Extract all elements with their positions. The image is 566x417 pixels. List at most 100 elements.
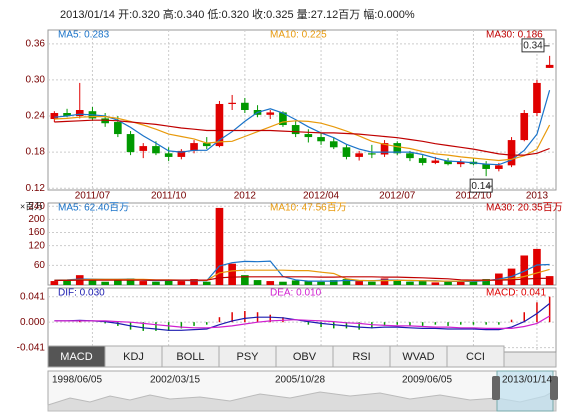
tab-label[interactable]: MACD [60, 351, 92, 363]
candle-body [507, 140, 516, 166]
y-tick-label: 0.30 [26, 75, 46, 86]
y-tick-label: 200 [28, 214, 45, 225]
x-tick-label: 2012/07 [379, 191, 416, 202]
x-tick-label: 2012/10 [455, 191, 492, 202]
y-tick-label: 0.36 [26, 38, 46, 49]
legend-entry: DIF: 0.030 [58, 288, 105, 299]
candle-body [355, 153, 363, 157]
y-tick-label: 0.18 [26, 147, 46, 158]
ma-line [54, 276, 550, 281]
volume-bar [126, 278, 135, 285]
legend-entry: MA5: 62.40百万 [58, 202, 129, 214]
volume-bar [177, 281, 186, 285]
candle-body [241, 102, 249, 110]
navigator-handle-right[interactable] [550, 376, 558, 400]
navigator-label: 2002/03/15 [150, 375, 200, 386]
volume-bar [368, 281, 376, 285]
legend-entry: MA30: 0.186 [486, 30, 543, 41]
y-tick-label: -0.041 [17, 342, 46, 353]
legend-entry: MA10: 47.56百万 [270, 202, 347, 214]
candle-body [329, 141, 338, 148]
tab-label[interactable]: CCI [466, 351, 485, 363]
candle-body [101, 118, 109, 124]
ma-line [54, 303, 550, 331]
ma-line [54, 268, 550, 282]
tab-label[interactable]: PSY [236, 351, 259, 363]
navigator-handle-left[interactable] [492, 376, 500, 400]
navigator-label: 2013/01/14 [502, 375, 552, 386]
navigator-label: 1998/06/05 [52, 375, 102, 386]
panel-frame [47, 29, 557, 191]
candle-body [266, 112, 275, 115]
navigator [47, 370, 558, 412]
candle-body [50, 113, 59, 120]
candle-body [545, 64, 554, 68]
volume-bar [482, 279, 490, 285]
volume-bar [304, 281, 313, 285]
candle-body [304, 134, 313, 138]
y-tick-label: 240 [28, 201, 45, 212]
candle-body [164, 153, 173, 157]
quote-info: 2013/01/14 开:0.320 高:0.340 低:0.320 收:0.3… [60, 7, 415, 21]
y-tick-label: 160 [28, 227, 45, 238]
y-tick-label: 0.000 [20, 317, 45, 328]
x-tick-label: 2013 [526, 191, 549, 202]
volume-bar [545, 276, 554, 285]
candle-body [75, 110, 84, 117]
volume-bar [114, 280, 122, 285]
y-tick-label: 120 [28, 240, 45, 251]
volume-bar [431, 282, 440, 285]
volume-bar [469, 280, 478, 285]
ma-line [54, 90, 551, 166]
tab-label[interactable]: RSI [352, 351, 370, 363]
x-tick-label: 2012/04 [303, 191, 340, 202]
y-tick-label: 60 [34, 260, 46, 271]
candle-body [495, 165, 503, 169]
navigator-label: 2009/06/05 [402, 375, 452, 386]
candle-body [431, 160, 440, 163]
candle-body [368, 153, 376, 155]
x-tick-label: 2011/10 [151, 191, 187, 202]
tab-label[interactable]: WVAD [402, 351, 434, 363]
candle-body [215, 103, 224, 147]
tab-label[interactable]: OBV [293, 351, 317, 363]
candle-body [114, 122, 122, 135]
volume-bar [215, 207, 224, 285]
volume-bar [406, 281, 414, 285]
candle-body [279, 112, 287, 126]
tab[interactable] [446, 345, 505, 368]
candle-body [418, 158, 427, 163]
volume-bar [202, 281, 211, 285]
volume-bar [266, 281, 275, 285]
candle-body [380, 143, 389, 155]
tab-label[interactable]: BOLL [176, 351, 204, 363]
candle-body [444, 160, 452, 165]
unit-label: ×百万 [20, 201, 43, 211]
candle-body [202, 143, 211, 147]
candle-body [152, 146, 160, 154]
candle-body [533, 82, 541, 114]
volume-bar [317, 281, 325, 285]
volume-bar [88, 279, 97, 285]
volume-bar [533, 248, 541, 285]
volume-bar [152, 281, 160, 285]
volume-bar [190, 279, 198, 285]
volume-bar [139, 281, 148, 285]
volume-bar [63, 280, 71, 285]
legend-entry: MA30: 20.35百万 [486, 202, 563, 214]
volume-bar [279, 281, 287, 285]
volume-bar [380, 278, 389, 285]
tab-label[interactable]: KDJ [123, 351, 144, 363]
x-tick-label: 2011/07 [75, 191, 111, 202]
legend-entry: MA5: 0.283 [58, 30, 110, 41]
volume-bar [520, 255, 529, 285]
volume-bar [342, 279, 351, 285]
volume-bar [164, 280, 173, 285]
candle-body [228, 102, 236, 104]
volume-bar [355, 281, 363, 285]
legend-entry: MACD: 0.041 [486, 288, 546, 299]
volume-bar [253, 280, 262, 285]
candle-body [482, 164, 490, 169]
